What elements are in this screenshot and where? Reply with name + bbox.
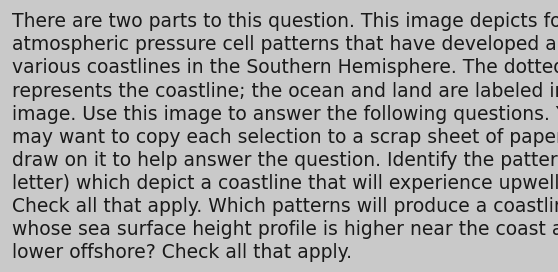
Text: Check all that apply. Which patterns will produce a coastline: Check all that apply. Which patterns wil… [12,197,558,216]
Text: lower offshore? Check all that apply.: lower offshore? Check all that apply. [12,243,352,262]
Text: There are two parts to this question. This image depicts four: There are two parts to this question. Th… [12,12,558,31]
Text: whose sea surface height profile is higher near the coast and: whose sea surface height profile is high… [12,220,558,239]
Text: image. Use this image to answer the following questions. You: image. Use this image to answer the foll… [12,105,558,124]
Text: various coastlines in the Southern Hemisphere. The dotted line: various coastlines in the Southern Hemis… [12,58,558,78]
Text: represents the coastline; the ocean and land are labeled in each: represents the coastline; the ocean and … [12,82,558,101]
Text: draw on it to help answer the question. Identify the patterns (by: draw on it to help answer the question. … [12,151,558,170]
Text: atmospheric pressure cell patterns that have developed along: atmospheric pressure cell patterns that … [12,35,558,54]
Text: may want to copy each selection to a scrap sheet of paper and: may want to copy each selection to a scr… [12,128,558,147]
Text: letter) which depict a coastline that will experience upwelling?: letter) which depict a coastline that wi… [12,174,558,193]
